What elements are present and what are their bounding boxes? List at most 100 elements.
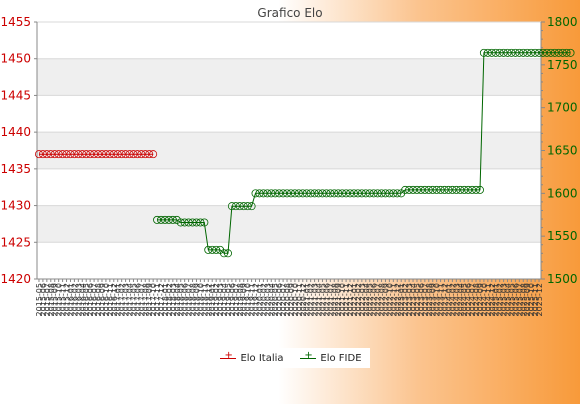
data-point-fide	[251, 189, 260, 198]
left-tick-label: 1440	[0, 125, 31, 139]
x-tick-label: 2022-03	[358, 283, 367, 316]
left-tick-label: 1425	[0, 235, 31, 249]
data-point-fide	[180, 218, 189, 227]
x-tick-label: 2023-09	[429, 283, 438, 316]
x-tick-label: 2019-02	[212, 283, 221, 316]
data-point-fide	[243, 202, 252, 211]
data-point-italia	[137, 150, 146, 159]
data-point-fide	[531, 48, 540, 57]
data-point-fide	[562, 48, 571, 57]
data-point-fide	[424, 185, 433, 194]
x-tick-label: 2020-03	[263, 283, 272, 316]
data-point-fide	[334, 189, 343, 198]
x-tick-label: 2016-04	[78, 283, 87, 316]
data-point-fide	[487, 48, 496, 57]
data-point-fide	[503, 48, 512, 57]
x-tick-label: 2019-06	[228, 283, 237, 316]
data-point-fide	[220, 249, 229, 258]
data-point-fide	[483, 48, 492, 57]
data-point-fide	[196, 218, 205, 227]
legend-label-fide: Elo FIDE	[320, 352, 362, 364]
x-tick-label: 2018-04	[173, 283, 182, 316]
data-point-fide	[436, 185, 445, 194]
data-point-fide	[294, 189, 303, 198]
data-point-fide	[298, 189, 307, 198]
x-tick-label: 2025-07	[515, 283, 524, 316]
x-tick-label: 2022-02	[354, 283, 363, 316]
data-point-fide	[239, 202, 248, 211]
x-tick-label: 2017-04	[126, 283, 135, 316]
right-tick-label: 1650	[547, 144, 578, 158]
data-point-fide	[164, 215, 173, 224]
data-point-fide	[554, 48, 563, 57]
data-point-fide	[349, 189, 358, 198]
x-tick-label: 2023-03	[405, 283, 414, 316]
x-tick-label: 2019-08	[236, 283, 245, 316]
data-point-fide	[460, 185, 469, 194]
data-point-fide	[353, 189, 362, 198]
x-tick-label: 2020-08	[283, 283, 292, 316]
data-point-italia	[62, 150, 71, 159]
x-tick-label: 2021-08	[330, 283, 339, 316]
data-point-fide	[381, 189, 390, 198]
data-point-fide	[515, 48, 524, 57]
x-tick-label: 2024-05	[460, 283, 469, 316]
x-tick-label: 2021-12	[346, 283, 355, 316]
data-point-fide	[389, 189, 398, 198]
x-tick-label: 2018-05	[177, 283, 186, 316]
x-tick-label: 2019-07	[232, 283, 241, 316]
right-tick-label: 1750	[547, 58, 578, 72]
x-tick-label: 2015-11	[59, 283, 68, 316]
data-point-fide	[176, 218, 185, 227]
data-point-fide	[499, 48, 508, 57]
data-point-fide	[192, 218, 201, 227]
x-tick-label: 2016-07	[90, 283, 99, 316]
data-point-fide	[204, 245, 213, 254]
data-point-fide	[566, 48, 575, 57]
data-point-fide	[538, 48, 547, 57]
data-point-fide	[523, 48, 532, 57]
data-point-fide	[172, 215, 181, 224]
data-point-italia	[50, 150, 59, 159]
x-tick-label: 2024-02	[448, 283, 457, 316]
x-tick-label: 2016-06	[86, 283, 95, 316]
x-tick-label: 2024-11	[484, 283, 493, 316]
data-point-fide	[153, 215, 162, 224]
data-point-fide	[283, 189, 292, 198]
x-tick-label: 2023-10	[433, 283, 442, 316]
legend-item-italia: Elo Italia	[220, 351, 284, 364]
left-tick-label: 1445	[0, 88, 31, 102]
data-point-fide	[542, 48, 551, 57]
x-tick-label: 2017-06	[133, 283, 142, 316]
right-tick-label: 1600	[547, 186, 578, 200]
x-tick-label: 2021-05	[318, 283, 327, 316]
x-tick-label: 2023-08	[425, 283, 434, 316]
data-point-fide	[373, 189, 382, 198]
x-tick-label: 2021-07	[326, 283, 335, 316]
x-tick-label: 2016-12	[110, 283, 119, 316]
data-point-italia	[66, 150, 75, 159]
data-point-italia	[38, 150, 47, 159]
data-point-italia	[94, 150, 103, 159]
data-point-italia	[34, 150, 43, 159]
data-point-fide	[475, 185, 484, 194]
data-point-italia	[82, 150, 91, 159]
data-point-fide	[448, 185, 457, 194]
series-group	[34, 48, 575, 258]
x-tick-label: 2021-09	[334, 283, 343, 316]
data-point-fide	[279, 189, 288, 198]
x-tick-label: 2022-07	[374, 283, 383, 316]
right-tick-label: 1550	[547, 229, 578, 243]
x-tick-label: 2018-03	[169, 283, 178, 316]
data-point-fide	[231, 202, 240, 211]
x-tick-label: 2017-02	[118, 283, 127, 316]
data-point-italia	[109, 150, 118, 159]
x-tick-label: 2023-02	[401, 283, 410, 316]
chart-title: Grafico Elo	[257, 6, 322, 20]
x-tick-label: 2018-08	[189, 283, 198, 316]
data-point-fide	[326, 189, 335, 198]
x-tick-label: 2025-05	[507, 283, 516, 316]
x-tick-label: 2023-07	[421, 283, 430, 316]
x-tick-label: 2022-04	[362, 283, 371, 316]
